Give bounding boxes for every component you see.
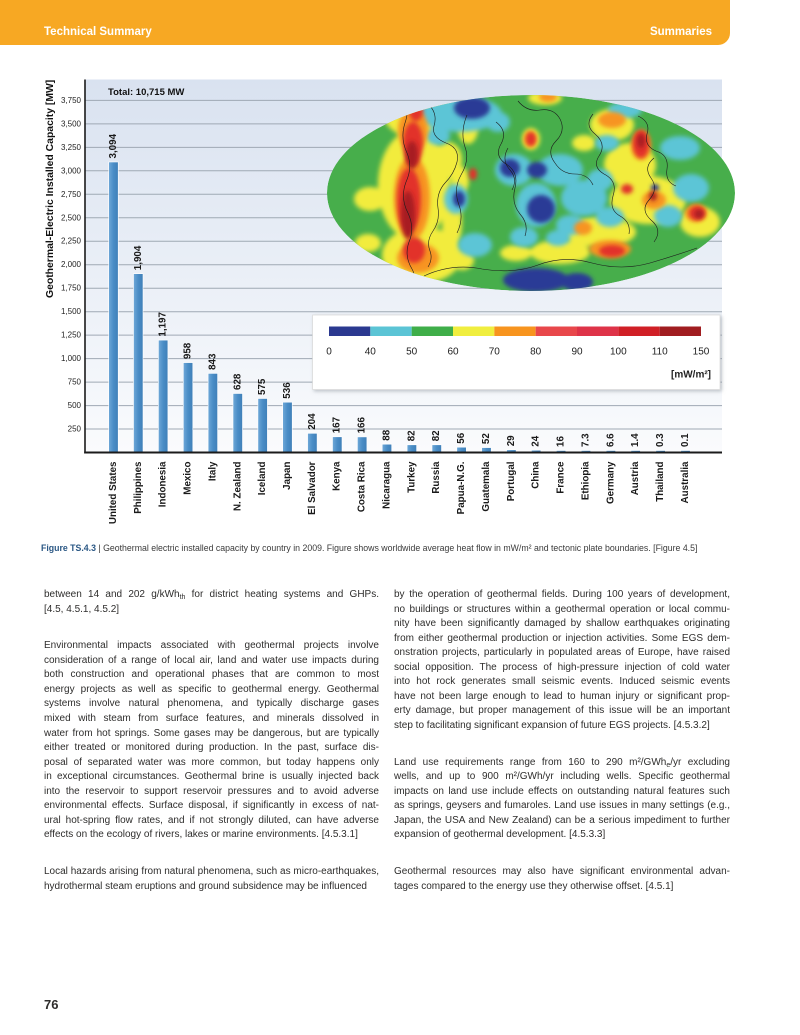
svg-text:110: 110	[652, 347, 668, 358]
svg-text:El Salvador: El Salvador	[307, 461, 318, 515]
svg-text:40: 40	[365, 347, 377, 358]
svg-text:50: 50	[406, 347, 418, 358]
svg-text:536: 536	[282, 382, 293, 399]
svg-text:Mexico: Mexico	[183, 461, 194, 494]
svg-text:1.4: 1.4	[630, 433, 641, 447]
svg-text:0: 0	[326, 347, 332, 358]
svg-text:6.6: 6.6	[605, 433, 616, 447]
svg-text:16: 16	[556, 436, 567, 447]
svg-text:2,500: 2,500	[61, 213, 82, 222]
svg-text:29: 29	[506, 435, 517, 446]
svg-text:N. Zealand: N. Zealand	[232, 461, 243, 511]
svg-text:Turkey: Turkey	[406, 461, 417, 493]
svg-text:1,000: 1,000	[61, 354, 82, 363]
svg-text:90: 90	[571, 347, 583, 358]
svg-text:Japan: Japan	[282, 461, 293, 489]
svg-text:204: 204	[307, 413, 318, 430]
svg-text:0.1: 0.1	[680, 433, 691, 447]
svg-text:750: 750	[68, 378, 82, 387]
svg-text:Costa Rica: Costa Rica	[357, 461, 368, 512]
svg-text:250: 250	[68, 425, 82, 434]
svg-text:United States: United States	[108, 461, 119, 524]
svg-text:2,250: 2,250	[61, 237, 82, 246]
svg-text:Guatemala: Guatemala	[481, 461, 492, 512]
svg-text:Total: 10,715 MW: Total: 10,715 MW	[108, 87, 184, 98]
svg-text:70: 70	[489, 347, 501, 358]
svg-text:0.3: 0.3	[655, 433, 666, 447]
svg-text:958: 958	[183, 342, 194, 359]
svg-text:Papua-N.G.: Papua-N.G.	[456, 461, 467, 514]
svg-text:Portugal: Portugal	[506, 461, 517, 501]
svg-text:166: 166	[357, 417, 368, 434]
svg-text:3,000: 3,000	[61, 166, 82, 175]
svg-text:52: 52	[481, 433, 492, 444]
svg-text:Australia: Australia	[680, 461, 691, 503]
svg-text:Germany: Germany	[605, 461, 616, 504]
svg-text:Thailand: Thailand	[655, 461, 666, 501]
svg-text:Ethiopia: Ethiopia	[580, 461, 591, 500]
svg-text:Austria: Austria	[630, 461, 641, 495]
svg-text:82: 82	[431, 430, 442, 441]
svg-text:3,094: 3,094	[108, 133, 119, 158]
svg-text:3,750: 3,750	[61, 96, 82, 105]
svg-text:Nicaragua: Nicaragua	[382, 461, 393, 509]
svg-text:Indonesia: Indonesia	[158, 461, 169, 507]
svg-text:France: France	[556, 461, 567, 494]
svg-text:843: 843	[207, 353, 218, 370]
svg-text:3,250: 3,250	[61, 143, 82, 152]
svg-text:150: 150	[693, 347, 710, 358]
svg-text:1,904: 1,904	[133, 245, 144, 270]
svg-text:1,500: 1,500	[61, 307, 82, 316]
svg-text:Iceland: Iceland	[257, 461, 268, 495]
svg-text:575: 575	[257, 378, 268, 395]
svg-text:2,000: 2,000	[61, 260, 82, 269]
svg-text:China: China	[531, 461, 542, 489]
svg-text:Kenya: Kenya	[332, 461, 343, 491]
svg-text:3,500: 3,500	[61, 119, 82, 128]
svg-text:88: 88	[382, 429, 393, 440]
svg-text:Russia: Russia	[431, 461, 442, 494]
svg-text:1,197: 1,197	[158, 312, 169, 337]
svg-text:60: 60	[447, 347, 459, 358]
svg-text:56: 56	[456, 432, 467, 443]
svg-text:100: 100	[610, 347, 627, 358]
svg-text:2,750: 2,750	[61, 190, 82, 199]
svg-text:80: 80	[530, 347, 542, 358]
svg-text:500: 500	[68, 401, 82, 410]
svg-text:82: 82	[406, 430, 417, 441]
svg-text:167: 167	[332, 416, 343, 433]
svg-text:[mW/m²]: [mW/m²]	[671, 370, 711, 381]
svg-text:628: 628	[232, 373, 243, 390]
svg-text:7.3: 7.3	[580, 433, 591, 447]
svg-text:Italy: Italy	[207, 461, 218, 481]
svg-text:24: 24	[531, 435, 542, 446]
svg-text:1,250: 1,250	[61, 331, 82, 340]
svg-text:Geothermal-Electric Installed: Geothermal-Electric Installed Capacity […	[45, 80, 56, 298]
svg-text:Philippines: Philippines	[133, 461, 144, 514]
svg-text:1,750: 1,750	[61, 284, 82, 293]
